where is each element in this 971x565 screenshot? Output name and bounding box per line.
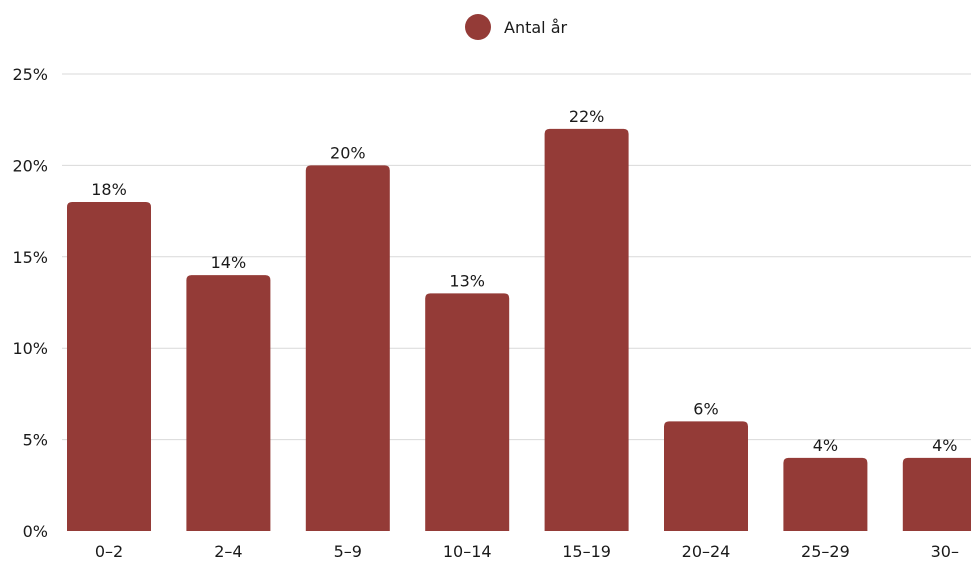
bar xyxy=(305,165,390,531)
y-tick-label: 5% xyxy=(23,431,48,450)
bars xyxy=(67,128,971,531)
x-tick-label: 2–4 xyxy=(214,542,242,561)
x-axis: 0–2 2–4 5–9 10–14 15–19 20–24 25–29 30– xyxy=(95,542,959,561)
y-axis: 0% 5% 10% 15% 20% 25% xyxy=(12,65,48,541)
data-label: 4% xyxy=(932,436,957,455)
x-tick-label: 25–29 xyxy=(801,542,850,561)
x-tick-label: 10–14 xyxy=(443,542,492,561)
y-tick-label: 10% xyxy=(12,339,48,358)
x-tick-label: 15–19 xyxy=(562,542,611,561)
y-tick-label: 15% xyxy=(12,248,48,267)
legend-label: Antal år xyxy=(504,18,568,37)
data-labels: 18% 14% 20% 13% 22% 6% 4% 4% xyxy=(91,107,957,455)
bar xyxy=(67,201,151,531)
y-tick-label: 25% xyxy=(12,65,48,84)
data-label: 18% xyxy=(91,180,127,199)
x-tick-label: 0–2 xyxy=(95,542,123,561)
bar xyxy=(544,128,629,531)
y-tick-label: 0% xyxy=(23,522,48,541)
x-tick-label: 20–24 xyxy=(682,542,731,561)
bar xyxy=(425,293,510,531)
x-tick-label: 5–9 xyxy=(334,542,362,561)
x-tick-label: 30– xyxy=(931,542,959,561)
bar xyxy=(186,275,271,531)
bar xyxy=(783,457,868,531)
legend-swatch xyxy=(465,14,491,40)
bar xyxy=(902,457,971,531)
bar xyxy=(664,421,748,531)
data-label: 4% xyxy=(813,436,838,455)
legend: Antal år xyxy=(465,14,568,40)
y-tick-label: 20% xyxy=(12,156,48,175)
data-label: 6% xyxy=(693,399,718,418)
data-label: 14% xyxy=(211,253,247,272)
data-label: 13% xyxy=(449,271,485,290)
data-label: 20% xyxy=(330,143,366,162)
data-label: 22% xyxy=(569,107,605,126)
